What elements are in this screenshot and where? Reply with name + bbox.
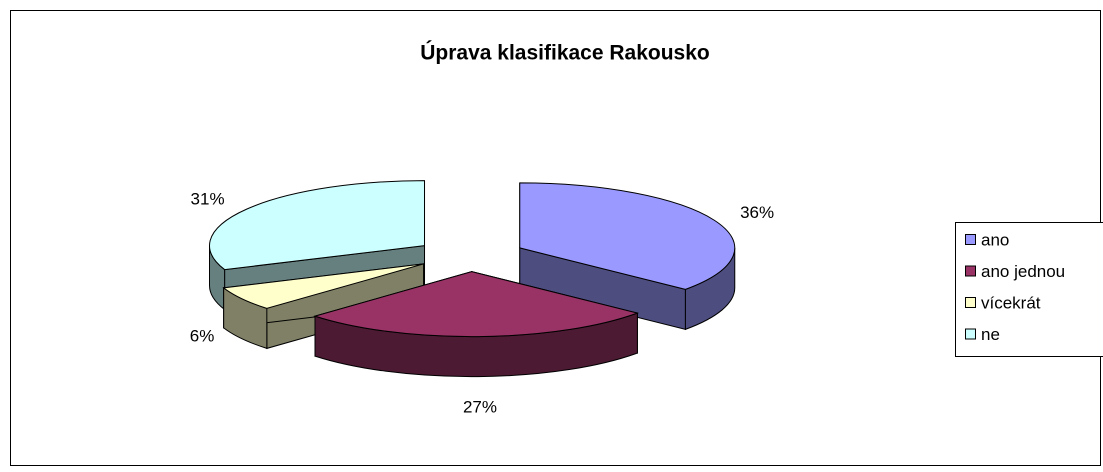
legend-label: ne <box>981 325 1000 344</box>
legend-swatch <box>965 234 976 245</box>
legend-swatch <box>965 265 976 277</box>
data-label: 31% <box>191 189 225 208</box>
slice <box>222 263 424 309</box>
legend-box <box>955 222 1103 357</box>
legend-label: ano jednou <box>981 262 1065 281</box>
legend-swatch <box>965 328 976 340</box>
slice <box>519 182 736 290</box>
chart-title: Úprava klasifikace Rakousko <box>420 41 710 65</box>
data-label: 36% <box>740 203 774 222</box>
data-label: 6% <box>190 326 215 345</box>
slice <box>313 271 640 338</box>
data-label: 27% <box>463 397 497 416</box>
legend-label: vícekrát <box>981 293 1041 312</box>
legend-label: ano <box>981 230 1009 249</box>
slice <box>209 180 426 271</box>
legend-swatch <box>965 297 976 308</box>
